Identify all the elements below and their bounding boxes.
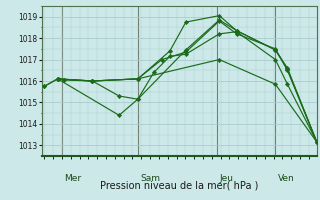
Text: Sam: Sam (140, 174, 160, 183)
X-axis label: Pression niveau de la mer( hPa ): Pression niveau de la mer( hPa ) (100, 180, 258, 190)
Text: Jeu: Jeu (219, 174, 233, 183)
Text: Ven: Ven (278, 174, 295, 183)
Text: Mer: Mer (64, 174, 81, 183)
